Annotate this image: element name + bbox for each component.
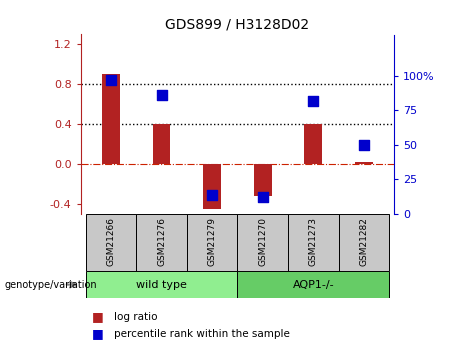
Bar — [203, 164, 221, 209]
Text: ■: ■ — [92, 310, 103, 323]
Point — [208, 192, 216, 197]
Point — [360, 142, 367, 148]
Bar — [237, 271, 389, 298]
Bar — [136, 214, 187, 271]
Bar — [102, 75, 120, 164]
Text: GSM21266: GSM21266 — [106, 217, 116, 266]
Text: AQP1-/-: AQP1-/- — [292, 280, 334, 289]
Bar — [86, 271, 237, 298]
Bar — [237, 214, 288, 271]
Bar — [153, 124, 171, 164]
Point — [158, 92, 165, 98]
Text: GSM21270: GSM21270 — [258, 217, 267, 266]
Text: GSM21279: GSM21279 — [207, 217, 217, 266]
Text: GSM21282: GSM21282 — [359, 217, 368, 266]
Text: GSM21276: GSM21276 — [157, 217, 166, 266]
Bar — [288, 214, 338, 271]
Point — [310, 98, 317, 104]
Title: GDS899 / H3128D02: GDS899 / H3128D02 — [165, 18, 309, 32]
Bar — [86, 214, 136, 271]
Bar — [338, 214, 389, 271]
Point — [107, 77, 115, 83]
Text: log ratio: log ratio — [114, 312, 157, 322]
Bar — [304, 124, 322, 164]
Text: wild type: wild type — [136, 280, 187, 289]
Bar — [254, 164, 272, 196]
Text: ■: ■ — [92, 327, 103, 341]
Text: percentile rank within the sample: percentile rank within the sample — [114, 329, 290, 339]
Point — [259, 195, 266, 200]
Bar — [355, 162, 372, 164]
Bar — [187, 214, 237, 271]
Text: GSM21273: GSM21273 — [309, 217, 318, 266]
Text: genotype/variation: genotype/variation — [5, 280, 97, 289]
